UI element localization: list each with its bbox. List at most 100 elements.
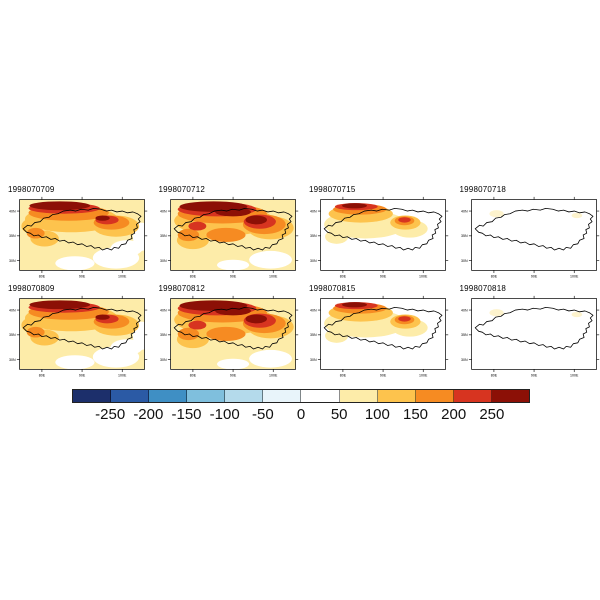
svg-text:90E: 90E	[229, 373, 236, 377]
colorbar-segment	[415, 390, 454, 402]
map-plot: 40N 35N 30N 80E 90E 100E	[461, 295, 599, 377]
svg-text:80E: 80E	[490, 373, 497, 377]
svg-text:35N: 35N	[160, 333, 167, 337]
svg-text:100E: 100E	[570, 274, 579, 278]
svg-text:30N: 30N	[461, 259, 468, 263]
colorbar-segment	[301, 390, 340, 402]
panel-timestamp: 1998070809	[8, 284, 55, 293]
colorbar-tick-label: 200	[441, 406, 467, 423]
svg-text:90E: 90E	[380, 373, 387, 377]
colorbar-tick-label: 250	[479, 406, 505, 423]
map-panel: 1998070815 40N 35N 30N 80E 90E 100E	[309, 284, 450, 380]
svg-text:100E: 100E	[118, 274, 127, 278]
colorbar-tick-label: 100	[364, 406, 390, 423]
map-plot: 40N 35N 30N 80E 90E 100E	[310, 196, 449, 278]
panel-timestamp: 1998070718	[459, 185, 506, 194]
panel-timestamp: 1998070818	[459, 284, 506, 293]
panel-timestamp: 1998070812	[158, 284, 205, 293]
colorbar-tick-label: 150	[402, 406, 429, 423]
svg-text:40N: 40N	[160, 209, 167, 213]
map-plot: 40N 35N 30N 80E 90E 100E	[160, 196, 298, 278]
colorbar-tick-label: -50	[251, 406, 274, 423]
svg-text:35N: 35N	[461, 333, 468, 337]
svg-text:100E: 100E	[269, 373, 278, 377]
colorbar-segment	[377, 390, 416, 402]
colorbar-tick-label: -100	[209, 406, 240, 423]
svg-text:90E: 90E	[229, 274, 236, 278]
svg-text:80E: 80E	[189, 274, 196, 278]
svg-text:30N: 30N	[160, 259, 167, 263]
colorbar-segment	[187, 390, 226, 402]
svg-text:100E: 100E	[570, 373, 579, 377]
colorbar-tick-label: 50	[330, 406, 348, 423]
svg-text:40N: 40N	[9, 209, 16, 213]
map-plot: 40N 35N 30N 80E 90E 100E	[9, 295, 148, 377]
colorbar-labels: -250 -200 -150 -100 -50 0 50 100 150 200 250	[72, 403, 530, 423]
colorbar-tick-label: -200	[133, 406, 164, 423]
colorbar-tick-label: 0	[296, 406, 306, 423]
panel-timestamp: 1998070715	[309, 185, 356, 194]
map-plot: 40N 35N 30N 80E 90E 100E	[310, 295, 449, 377]
svg-text:80E: 80E	[39, 274, 46, 278]
colorbar-segment	[225, 390, 264, 402]
svg-text:30N: 30N	[9, 259, 16, 263]
map-plot: 40N 35N 30N 80E 90E 100E	[160, 295, 298, 377]
svg-text:80E: 80E	[340, 274, 347, 278]
colorbar-segment	[73, 390, 112, 402]
map-panel: 1998070712 40N 35N 30N 80E 90E 100E	[159, 185, 300, 281]
panel-timestamp: 1998070709	[8, 185, 55, 194]
svg-text:90E: 90E	[79, 274, 86, 278]
colorbar-segment	[339, 390, 378, 402]
map-panel: 1998070715 40N 35N 30N 80E 90E 100E	[309, 185, 450, 281]
map-panel: 1998070818 40N 35N 30N 80E 90E 100E	[460, 284, 600, 380]
colorbar-segment	[491, 390, 529, 402]
colorbar-segment	[111, 390, 150, 402]
svg-text:80E: 80E	[189, 373, 196, 377]
svg-text:30N: 30N	[9, 358, 16, 362]
colorbar-bar	[72, 389, 530, 403]
svg-text:35N: 35N	[9, 234, 16, 238]
colorbar-segment	[149, 390, 188, 402]
map-plot: 40N 35N 30N 80E 90E 100E	[461, 196, 599, 278]
svg-text:30N: 30N	[461, 358, 468, 362]
svg-text:40N: 40N	[461, 308, 468, 312]
svg-text:40N: 40N	[160, 308, 167, 312]
map-panel: 1998070809 40N 35N 30N 80E 90E 100E	[8, 284, 149, 380]
panel-grid: 1998070709 40N 35N 30N 80E 90E 100E 199807071…	[8, 185, 600, 380]
colorbar: -250 -200 -150 -100 -50 0 50 100 150 200 250	[72, 389, 530, 425]
svg-text:40N: 40N	[9, 308, 16, 312]
colorbar-tick-label: -250	[95, 406, 126, 423]
colorbar-segment	[263, 390, 302, 402]
panel-timestamp: 1998070712	[158, 185, 205, 194]
panel-timestamp: 1998070815	[309, 284, 356, 293]
svg-text:30N: 30N	[160, 358, 167, 362]
svg-text:90E: 90E	[530, 373, 537, 377]
svg-text:80E: 80E	[490, 274, 497, 278]
svg-text:90E: 90E	[530, 274, 537, 278]
svg-text:90E: 90E	[79, 373, 86, 377]
svg-text:100E: 100E	[419, 274, 428, 278]
svg-text:80E: 80E	[39, 373, 46, 377]
svg-text:35N: 35N	[310, 234, 317, 238]
svg-text:35N: 35N	[9, 333, 16, 337]
map-panel: 1998070718 40N 35N 30N 80E 90E 100E	[460, 185, 600, 281]
map-panel: 1998070812 40N 35N 30N 80E 90E 100E	[159, 284, 300, 380]
colorbar-segment	[453, 390, 492, 402]
svg-text:40N: 40N	[310, 209, 317, 213]
svg-text:35N: 35N	[160, 234, 167, 238]
svg-text:35N: 35N	[461, 234, 468, 238]
svg-text:40N: 40N	[461, 209, 468, 213]
svg-text:100E: 100E	[118, 373, 127, 377]
map-panel: 1998070709 40N 35N 30N 80E 90E 100E	[8, 185, 149, 281]
svg-text:90E: 90E	[380, 274, 387, 278]
svg-text:30N: 30N	[310, 358, 317, 362]
svg-text:30N: 30N	[310, 259, 317, 263]
svg-text:35N: 35N	[310, 333, 317, 337]
colorbar-tick-label: -150	[171, 406, 202, 423]
svg-text:100E: 100E	[419, 373, 428, 377]
svg-text:80E: 80E	[340, 373, 347, 377]
svg-text:100E: 100E	[269, 274, 278, 278]
svg-text:40N: 40N	[310, 308, 317, 312]
map-plot: 40N 35N 30N 80E 90E 100E	[9, 196, 148, 278]
